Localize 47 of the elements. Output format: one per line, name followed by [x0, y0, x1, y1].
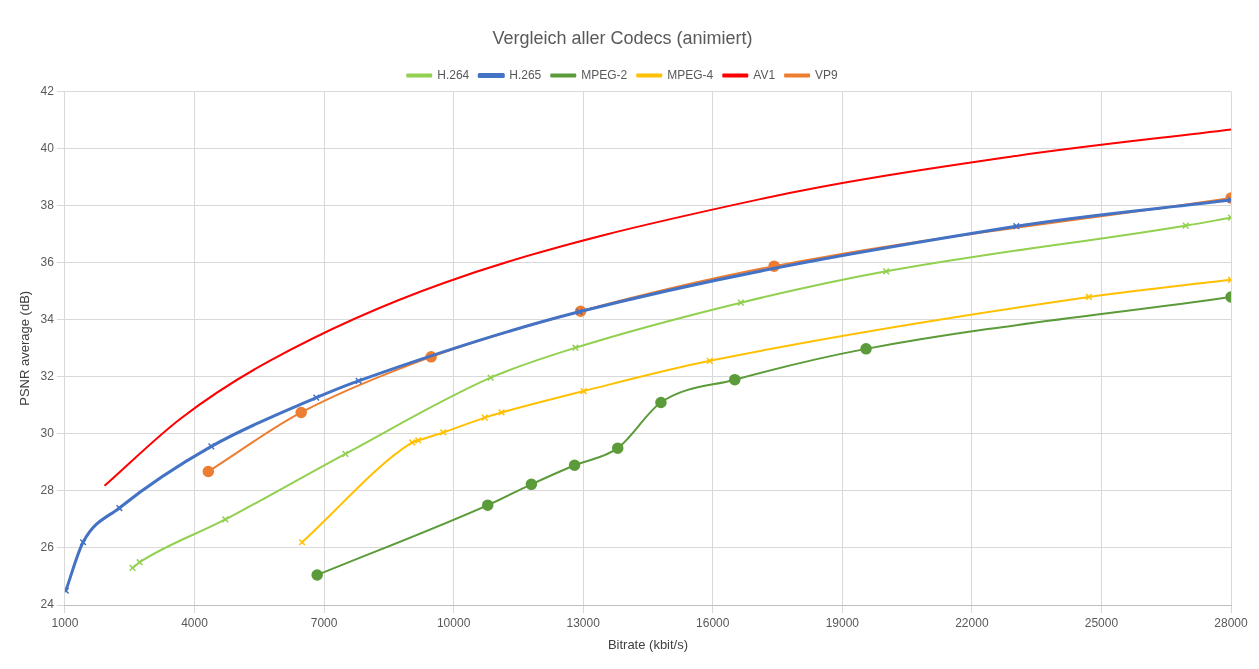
legend-label: MPEG-4 [667, 67, 714, 82]
x-tick-label: 1000 [51, 615, 79, 630]
y-tick-label: 38 [40, 198, 55, 212]
legend-label: VP9 [815, 67, 839, 82]
x-tick-label: 7000 [310, 615, 338, 630]
point [525, 478, 538, 491]
x-tick-label: 22000 [955, 615, 989, 630]
point [497, 408, 506, 417]
point [729, 373, 741, 386]
point [295, 406, 307, 419]
point [487, 374, 495, 382]
x-tick-label: 16000 [696, 615, 730, 630]
y-tick-label: 32 [40, 369, 55, 384]
x-tick-label: 25000 [1084, 615, 1119, 630]
x-tick-label: 19000 [825, 615, 860, 630]
point [128, 564, 137, 572]
point [1182, 222, 1190, 230]
point [1085, 293, 1093, 301]
y-tick-label: 24 [40, 597, 55, 612]
x-tick-label: 10000 [436, 615, 471, 630]
y-axis-title: PSNR average (dB) [17, 290, 33, 406]
y-tick-label: 42 [40, 83, 55, 98]
y-tick-label: 34 [40, 312, 55, 327]
point [115, 504, 123, 512]
x-axis-title: Bitrate (kbit/s) [607, 636, 689, 652]
point [202, 465, 215, 478]
x-tick-label: 4000 [181, 615, 209, 630]
line-series [104, 128, 1231, 487]
x-tick-label: 13000 [566, 615, 601, 630]
legend-label: AV1 [753, 67, 776, 82]
legend-label: H.265 [509, 67, 542, 82]
legend-label: MPEG-2 [581, 67, 628, 82]
point [860, 343, 872, 355]
point [655, 396, 667, 409]
y-tick-label: 36 [40, 255, 55, 270]
y-tick-label: 28 [40, 483, 55, 498]
legend-label: H.264 [437, 67, 470, 82]
y-tick-label: 30 [40, 426, 55, 441]
point [568, 459, 581, 471]
y-tick-label: 26 [40, 540, 55, 555]
point [482, 499, 494, 511]
y-tick-label: 40 [40, 140, 55, 155]
chart-title: Vergleich aller Codecs (animiert) [492, 27, 753, 48]
point [611, 442, 624, 454]
point [311, 569, 323, 581]
point [207, 442, 215, 450]
x-tick-label: 28000 [1214, 615, 1249, 630]
